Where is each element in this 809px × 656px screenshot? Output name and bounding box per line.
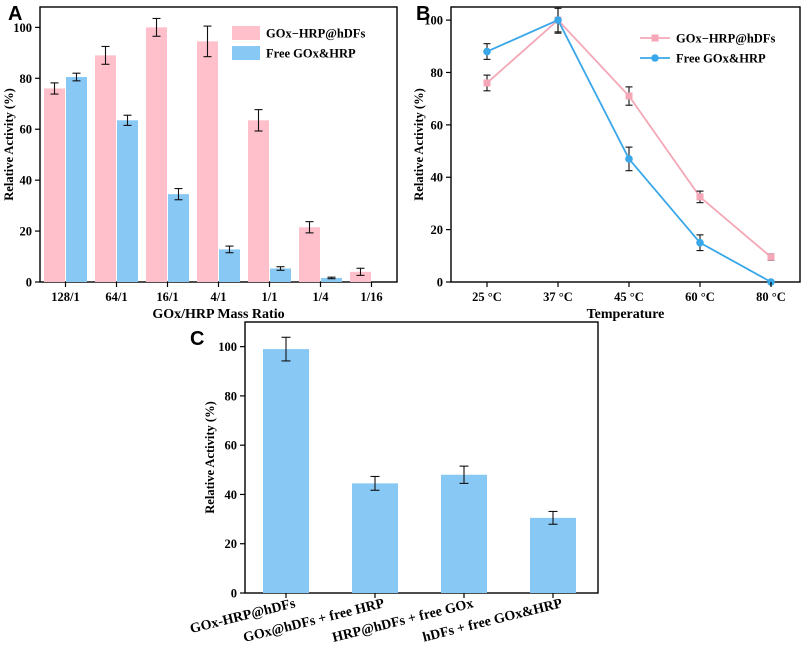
data-point <box>696 238 704 247</box>
y-tick-label: 80 <box>431 66 444 80</box>
y-tick-label: 60 <box>225 439 238 453</box>
bar <box>117 120 138 283</box>
legend-swatch <box>232 46 260 60</box>
x-tick-label: 80 °C <box>756 290 786 304</box>
legend-label: GOx−HRP@hDFs <box>676 32 775 46</box>
y-tick-label: 40 <box>431 171 444 185</box>
legend-label: Free GOx&HRP <box>676 52 766 66</box>
legend-marker <box>651 54 659 62</box>
y-tick-label: 80 <box>20 72 33 86</box>
x-tick-label: 37 °C <box>543 290 573 304</box>
data-point <box>625 92 633 100</box>
bar <box>352 483 398 593</box>
bar <box>321 277 342 282</box>
legend-label: GOx−HRP@hDFs <box>266 27 365 41</box>
x-tick-label: 1/16 <box>360 290 382 304</box>
bar <box>270 268 291 282</box>
data-point <box>554 16 562 24</box>
y-tick-label: 100 <box>13 21 32 35</box>
x-tick-label: 128/1 <box>51 290 79 304</box>
legend-swatch <box>232 26 260 40</box>
bar <box>66 77 87 282</box>
x-axis-label: Temperature <box>587 307 665 322</box>
data-point <box>767 253 775 261</box>
x-tick-label: 60 °C <box>685 290 715 304</box>
y-tick-label: 0 <box>26 276 32 290</box>
data-point <box>625 155 633 163</box>
y-tick-label: 60 <box>431 118 444 132</box>
bar <box>168 194 189 282</box>
x-tick-label: 4/1 <box>211 290 227 304</box>
bar <box>530 517 576 593</box>
x-axis-label: GOx/HRP Mass Ratio <box>152 307 284 322</box>
y-tick-label: 20 <box>20 225 33 239</box>
bar <box>299 227 320 282</box>
x-tick-label: 16/1 <box>156 290 178 304</box>
bar <box>248 120 269 283</box>
plot-frame <box>244 321 599 594</box>
data-point <box>696 193 704 201</box>
panel-label: C <box>190 328 204 350</box>
x-tick-label: 64/1 <box>105 290 127 304</box>
y-tick-label: 100 <box>424 14 443 28</box>
x-tick-label: 45 °C <box>614 290 644 304</box>
bar <box>350 271 371 282</box>
legend-marker <box>651 34 659 42</box>
bar <box>44 88 65 283</box>
plot-frame <box>450 6 801 283</box>
bar <box>219 249 240 282</box>
x-tick-label: 1/4 <box>313 290 330 304</box>
y-axis-label: Relative Activity (%) <box>2 88 16 200</box>
panel-label: B <box>416 3 430 25</box>
x-tick-label: 1/1 <box>262 290 278 304</box>
legend-label: Free GOx&HRP <box>266 47 356 61</box>
x-tick-label: 25 °C <box>472 290 502 304</box>
y-tick-label: 60 <box>20 123 33 137</box>
y-tick-label: 0 <box>437 276 443 290</box>
bar <box>197 41 218 282</box>
data-point <box>483 79 491 87</box>
y-tick-label: 40 <box>20 174 33 188</box>
data-point <box>483 47 491 56</box>
y-tick-label: 20 <box>225 537 238 551</box>
bar <box>146 27 167 282</box>
y-axis-label: Relative Activity (%) <box>203 401 217 513</box>
y-tick-label: 0 <box>231 587 237 601</box>
bar <box>263 349 309 593</box>
y-tick-label: 20 <box>431 223 444 237</box>
bar <box>95 55 116 282</box>
panel-label: A <box>8 3 22 25</box>
y-axis-label: Relative Activity (%) <box>412 88 426 200</box>
y-tick-label: 80 <box>225 389 238 403</box>
y-tick-label: 40 <box>225 488 238 502</box>
y-tick-label: 100 <box>218 340 237 354</box>
bar <box>441 474 487 593</box>
